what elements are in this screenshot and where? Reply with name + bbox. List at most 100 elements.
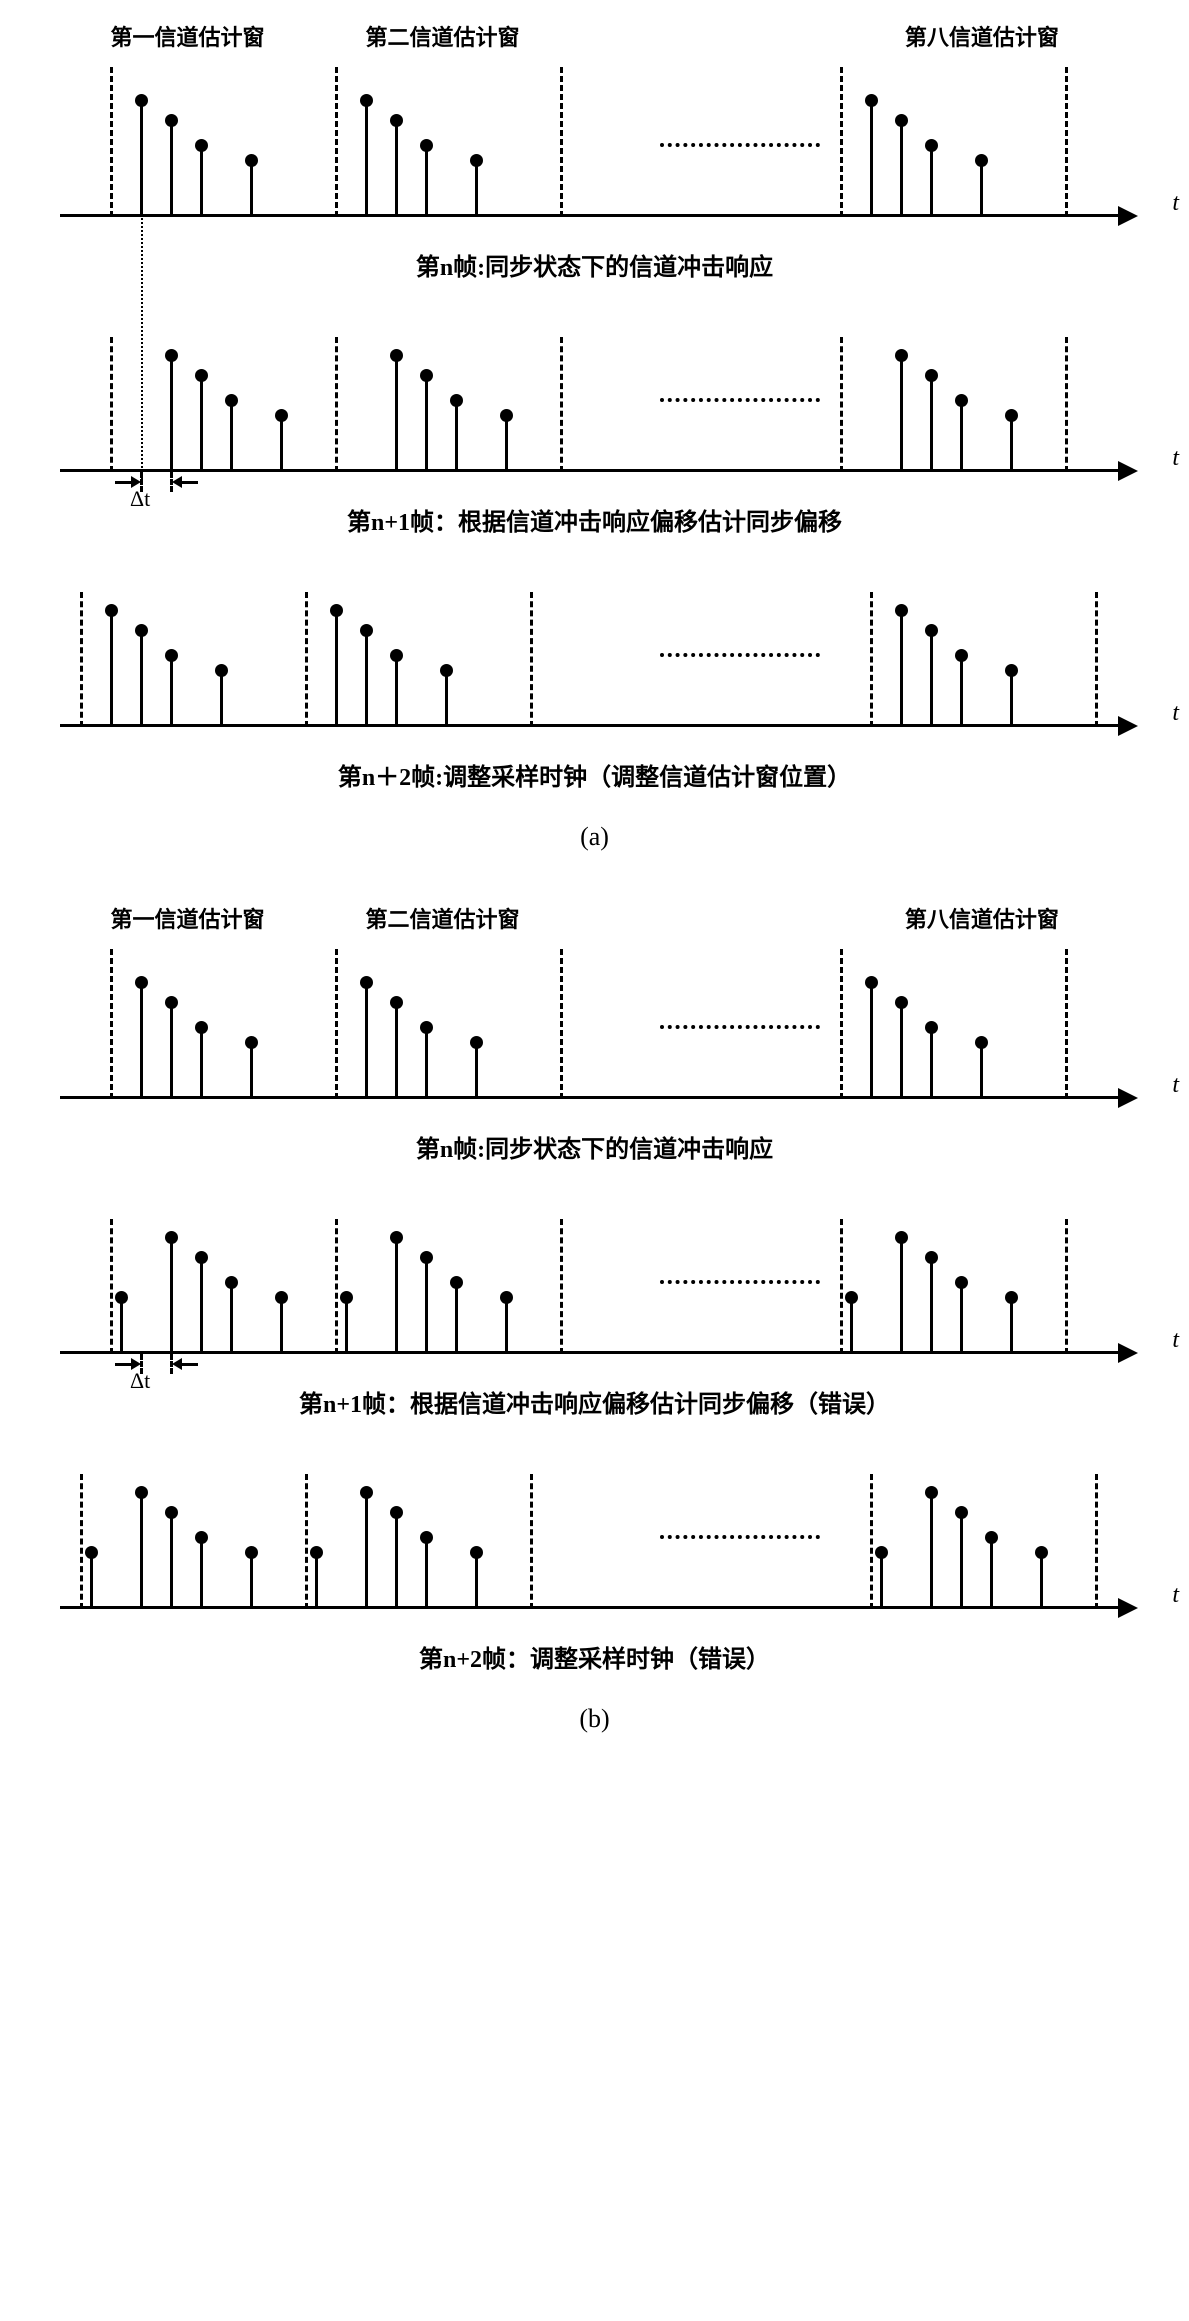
- delta-label: Δt: [130, 1368, 150, 1394]
- panel-b-row3: t: [20, 1449, 1169, 1629]
- impulse: [140, 634, 143, 724]
- window-boundary: [1095, 592, 1098, 727]
- window-boundary: [840, 1219, 843, 1354]
- window-boundary: [80, 592, 83, 727]
- panel-a-row3: t: [20, 567, 1169, 747]
- impulse: [425, 1541, 428, 1606]
- impulse: [960, 659, 963, 724]
- window-boundary: [80, 1474, 83, 1609]
- impulse: [980, 1046, 983, 1096]
- impulse: [395, 359, 398, 469]
- impulse: [475, 1046, 478, 1096]
- impulse: [200, 1541, 203, 1606]
- window-labels-a: 第一信道估计窗 第二信道估计窗 第八信道估计窗: [60, 20, 1080, 52]
- impulse: [170, 659, 173, 724]
- sublabel-b: (b): [20, 1704, 1169, 1734]
- impulse: [850, 1301, 853, 1351]
- figure-container: 第一信道估计窗 第二信道估计窗 第八信道估计窗 t 第n帧:同步状态下的信道冲击…: [20, 20, 1169, 1734]
- panel-b-row1: t: [20, 939, 1169, 1119]
- impulse: [395, 1241, 398, 1351]
- impulse: [475, 164, 478, 214]
- axis-label: t: [1172, 1327, 1179, 1354]
- window-boundary: [335, 67, 338, 217]
- impulse: [230, 1286, 233, 1351]
- impulse: [395, 1516, 398, 1606]
- win8-label: 第八信道估计窗: [884, 20, 1080, 52]
- delta-arrow-right: [180, 1363, 198, 1366]
- spacer: [570, 20, 884, 52]
- impulse: [900, 1241, 903, 1351]
- sublabel-a: (a): [20, 822, 1169, 852]
- impulse: [200, 1031, 203, 1096]
- time-axis: [60, 1351, 1120, 1354]
- impulse: [505, 419, 508, 469]
- impulse: [280, 1301, 283, 1351]
- window-boundary: [1095, 1474, 1098, 1609]
- window-boundary: [530, 1474, 533, 1609]
- window-boundary: [840, 949, 843, 1099]
- delta-arrow-left: [115, 481, 133, 484]
- ellipsis-dots: [660, 1280, 820, 1284]
- window-boundary: [110, 67, 113, 217]
- impulse: [170, 124, 173, 214]
- window-labels-b: 第一信道估计窗 第二信道估计窗 第八信道估计窗: [60, 902, 1080, 934]
- axis-label: t: [1172, 1582, 1179, 1609]
- impulse: [220, 674, 223, 724]
- impulse: [230, 404, 233, 469]
- impulse: [335, 614, 338, 724]
- spacer: [570, 902, 884, 934]
- impulse: [930, 1496, 933, 1606]
- window-boundary: [1065, 949, 1068, 1099]
- impulse: [930, 1031, 933, 1096]
- impulse: [280, 419, 283, 469]
- axis-label: t: [1172, 445, 1179, 472]
- impulse: [445, 674, 448, 724]
- delta-tick: [170, 472, 173, 492]
- impulse: [365, 634, 368, 724]
- impulse: [170, 1516, 173, 1606]
- impulse: [930, 379, 933, 469]
- impulse: [200, 149, 203, 214]
- impulse: [170, 1006, 173, 1096]
- impulse: [455, 404, 458, 469]
- impulse: [250, 1046, 253, 1096]
- impulse: [1010, 419, 1013, 469]
- window-boundary: [870, 1474, 873, 1609]
- caption-a2-wrap: 第n+1帧：根据信道冲击响应偏移估计同步偏移: [20, 502, 1169, 537]
- win1-label: 第一信道估计窗: [60, 20, 315, 52]
- impulse: [900, 1006, 903, 1096]
- impulse: [90, 1556, 93, 1606]
- panel-b: 第一信道估计窗 第二信道估计窗 第八信道估计窗 t 第n帧:同步状态下的信道冲击…: [20, 902, 1169, 1734]
- window-boundary: [1065, 337, 1068, 472]
- impulse: [200, 1261, 203, 1351]
- window-boundary: [305, 592, 308, 727]
- impulse: [395, 659, 398, 724]
- window-boundary: [560, 1219, 563, 1354]
- panel-a-row2: t Δt: [20, 312, 1169, 492]
- impulse: [960, 1286, 963, 1351]
- time-axis: [60, 1606, 1120, 1609]
- impulse: [110, 614, 113, 724]
- axis-label: t: [1172, 1072, 1179, 1099]
- impulse: [250, 164, 253, 214]
- ellipsis-dots: [660, 398, 820, 402]
- window-boundary: [335, 949, 338, 1099]
- time-axis: [60, 214, 1120, 217]
- impulse: [250, 1556, 253, 1606]
- window-boundary: [335, 1219, 338, 1354]
- impulse: [930, 1261, 933, 1351]
- window-boundary: [110, 337, 113, 472]
- impulse: [315, 1556, 318, 1606]
- delta-tick: [170, 1354, 173, 1374]
- window-boundary: [560, 67, 563, 217]
- impulse: [475, 1556, 478, 1606]
- win2-label: 第二信道估计窗: [315, 902, 570, 934]
- impulse: [120, 1301, 123, 1351]
- impulse: [930, 634, 933, 724]
- impulse: [140, 986, 143, 1096]
- window-boundary: [1065, 1219, 1068, 1354]
- ellipsis-dots: [660, 1025, 820, 1029]
- window-boundary: [110, 949, 113, 1099]
- impulse: [1010, 1301, 1013, 1351]
- impulse: [870, 986, 873, 1096]
